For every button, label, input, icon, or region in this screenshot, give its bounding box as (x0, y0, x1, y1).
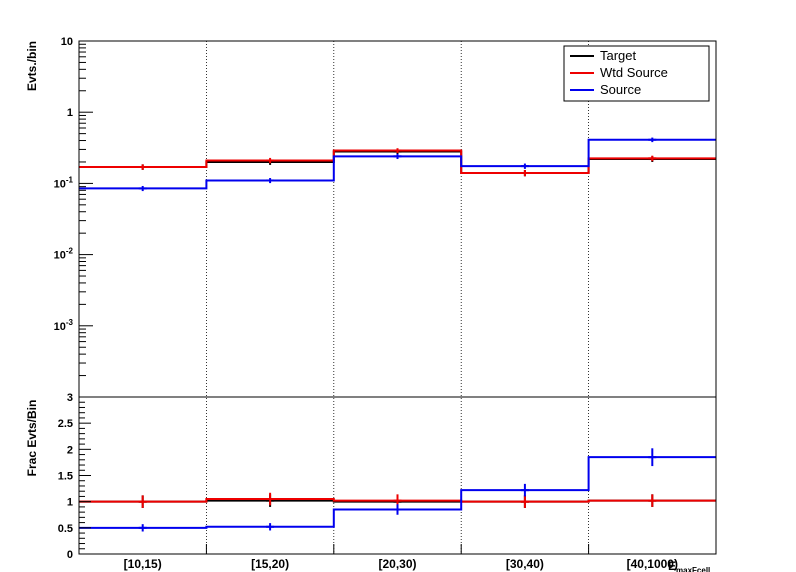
legend: Target Wtd Source Source (563, 45, 710, 102)
bottom-y-tick-label: 2.5 (58, 418, 73, 430)
x-category-label: [15,20) (251, 557, 289, 571)
grid-lines (205, 41, 589, 554)
top-series-line-source (79, 138, 716, 190)
bottom-series-line-source (79, 456, 716, 529)
bottom-y-tick-label: 3 (67, 392, 73, 404)
legend-label-source: Source (600, 82, 641, 97)
bottom-y-axis-title: Frac Evts/Bin (25, 400, 39, 477)
bottom-y-tick-label: 2 (67, 444, 73, 456)
x-category-label: [40,1000) (627, 557, 678, 571)
axes: 10-3 10-2 10-1 1 10 0 0.5 1 1.5 2 2.5 3 [10,15) [15,2… (54, 36, 717, 572)
x-category-label: [30,40) (506, 557, 544, 571)
bottom-y-tick-label: 1 (67, 497, 73, 509)
top-y-tick-label: 10-2 (54, 247, 74, 262)
x-category-label: [10,15) (124, 557, 162, 571)
top-y-tick-label: 1 (67, 107, 73, 119)
top-y-axis-title: Evts./bin (25, 41, 39, 91)
histogram-series (79, 137, 716, 532)
legend-label-wtd-source: Wtd Source (600, 65, 668, 80)
top-y-tick-label: 10 (61, 36, 73, 48)
bottom-y-tick-label: 0.5 (58, 523, 73, 535)
top-y-tick-label: 10-3 (54, 318, 74, 333)
bottom-panel-frame (78, 396, 717, 555)
bottom-y-tick-label: 1.5 (58, 471, 73, 483)
legend-label-target: Target (600, 48, 637, 63)
x-axis-title: EmaxFcell (668, 559, 710, 572)
top-y-tick-label: 10-1 (54, 175, 74, 190)
x-category-label: [20,30) (378, 557, 416, 571)
bottom-y-tick-label: 0 (67, 549, 73, 561)
